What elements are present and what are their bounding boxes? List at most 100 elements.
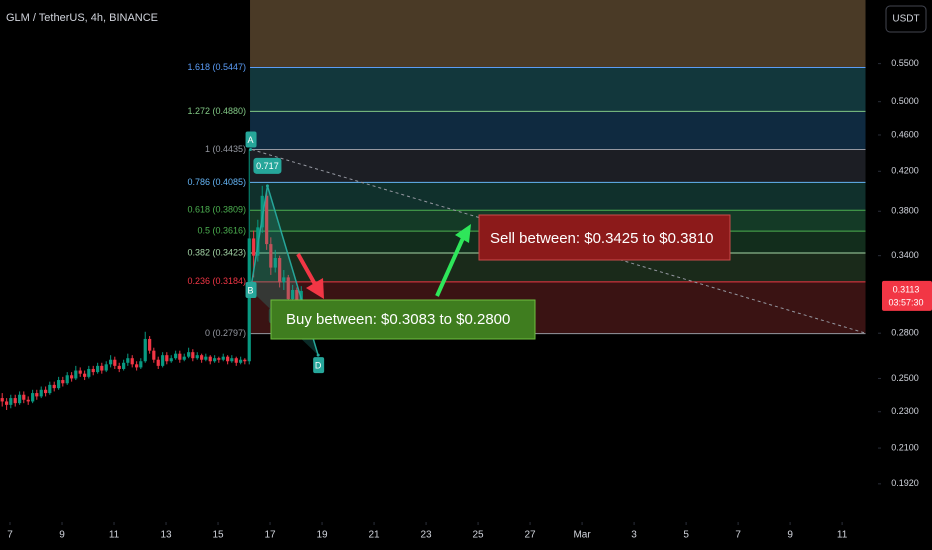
candle-body bbox=[273, 258, 277, 268]
candle-body bbox=[61, 380, 65, 384]
y-tick-label: 0.2100 bbox=[891, 442, 919, 452]
fib-label: 0 (0.2797) bbox=[205, 328, 246, 338]
candle-body bbox=[161, 355, 165, 366]
candle-body bbox=[191, 352, 195, 359]
y-tick-label: 0.3800 bbox=[891, 206, 919, 216]
countdown-label: 03:57:30 bbox=[888, 297, 923, 307]
candle-body bbox=[243, 359, 247, 362]
candle-body bbox=[35, 393, 39, 397]
fib-label: 0.618 (0.3809) bbox=[187, 205, 246, 215]
y-tick-label: 0.2500 bbox=[891, 373, 919, 383]
candle-body bbox=[139, 361, 143, 368]
candle-body bbox=[143, 338, 147, 362]
candle-body bbox=[31, 393, 35, 402]
candle-body bbox=[152, 350, 156, 360]
candle-body bbox=[65, 375, 69, 384]
candle-body bbox=[169, 358, 173, 362]
x-tick-label: 17 bbox=[264, 530, 276, 541]
pattern-label: D bbox=[315, 361, 322, 371]
candle-body bbox=[104, 364, 108, 371]
candle-body bbox=[247, 238, 251, 362]
fib-label: 0.382 (0.3423) bbox=[187, 247, 246, 257]
candle-body bbox=[260, 195, 264, 228]
x-tick-label: 7 bbox=[7, 530, 13, 541]
fib-label: 0.786 (0.4085) bbox=[187, 177, 246, 187]
candle-body bbox=[130, 358, 134, 365]
candle-body bbox=[87, 368, 91, 377]
buy-box bbox=[270, 299, 536, 340]
x-tick-label: 9 bbox=[787, 530, 793, 541]
pattern-point bbox=[265, 184, 269, 188]
sell-arrow-down bbox=[296, 253, 324, 299]
pattern-label-box bbox=[313, 357, 325, 374]
currency-label[interactable]: USDT bbox=[892, 14, 919, 25]
candle-body bbox=[282, 277, 286, 283]
sell-text: Sell between: $0.3425 to $0.3810 bbox=[490, 230, 714, 247]
sell-annotation: Sell between: $0.3425 to $0.3810 bbox=[478, 214, 731, 261]
candle-body bbox=[174, 353, 178, 359]
candle-body bbox=[48, 384, 52, 394]
candle-body bbox=[117, 365, 121, 369]
candle-body bbox=[39, 389, 43, 397]
candle-body bbox=[226, 356, 230, 362]
buy-text: Buy between: $0.3083 to $0.2800 bbox=[286, 311, 510, 328]
candle-body bbox=[239, 359, 243, 363]
x-tick-label: 21 bbox=[368, 530, 380, 541]
candle-body bbox=[208, 356, 212, 362]
candle-body bbox=[135, 364, 139, 368]
fib-zone bbox=[250, 67, 866, 112]
candle-body bbox=[83, 373, 87, 377]
x-tick-label: 19 bbox=[316, 530, 328, 541]
candle-body bbox=[57, 380, 61, 389]
x-tick-label: 25 bbox=[473, 530, 485, 541]
fib-zone bbox=[250, 149, 866, 183]
candle-body bbox=[217, 358, 221, 360]
buy-arrow-up bbox=[435, 224, 471, 297]
x-tick-label: 9 bbox=[59, 530, 65, 541]
candle-body bbox=[9, 398, 13, 405]
currency-box[interactable] bbox=[885, 5, 927, 33]
candle-body bbox=[148, 338, 152, 351]
fib-label: 0.236 (0.3184) bbox=[187, 276, 246, 286]
candle-body bbox=[74, 370, 78, 379]
fib-zone bbox=[250, 182, 866, 211]
x-tick-label: 7 bbox=[735, 530, 741, 541]
fib-label: 1.272 (0.4880) bbox=[187, 106, 246, 116]
candle-body bbox=[234, 358, 238, 363]
candle-body bbox=[44, 389, 48, 394]
arrow-head bbox=[455, 224, 471, 243]
candle-body bbox=[113, 359, 117, 366]
fib-label: 1.618 (0.5447) bbox=[187, 62, 246, 72]
pattern-label: B bbox=[248, 285, 254, 295]
candle-body bbox=[187, 352, 191, 357]
pattern-label-box bbox=[245, 281, 257, 298]
candle-body bbox=[295, 289, 299, 306]
candle-body bbox=[91, 368, 95, 373]
currency-button[interactable]: USDT bbox=[885, 5, 927, 33]
x-tick-label: Mar bbox=[573, 530, 591, 541]
ratio-label: 0.717 bbox=[256, 161, 279, 171]
x-tick-label: 27 bbox=[525, 530, 537, 541]
candle-body bbox=[221, 356, 225, 360]
y-tick-label: 0.2300 bbox=[891, 406, 919, 416]
x-tick-label: 3 bbox=[631, 530, 637, 541]
pattern-point bbox=[249, 148, 253, 152]
x-tick-label: 13 bbox=[160, 530, 172, 541]
candle-body bbox=[286, 277, 290, 300]
y-tick-label: 0.5500 bbox=[891, 58, 919, 68]
candle-body bbox=[195, 355, 199, 359]
candle-body bbox=[230, 358, 234, 362]
candle-body bbox=[5, 401, 9, 405]
candle-body bbox=[278, 258, 282, 283]
arrow-shaft bbox=[435, 237, 465, 297]
y-tick-label: 0.2800 bbox=[891, 328, 919, 338]
fib-label: 1 (0.4435) bbox=[205, 144, 246, 154]
candle-body bbox=[200, 355, 204, 360]
chart-title: GLM / TetherUS, 4h, BINANCE bbox=[6, 12, 158, 24]
price-tag-label: 0.3113 bbox=[893, 284, 920, 294]
pattern-label: A bbox=[248, 135, 254, 145]
x-tick-label: 11 bbox=[109, 530, 120, 541]
y-tick-label: 0.4600 bbox=[891, 129, 919, 139]
x-tick-label: 11 bbox=[837, 530, 848, 541]
arrow-shaft bbox=[296, 253, 318, 287]
